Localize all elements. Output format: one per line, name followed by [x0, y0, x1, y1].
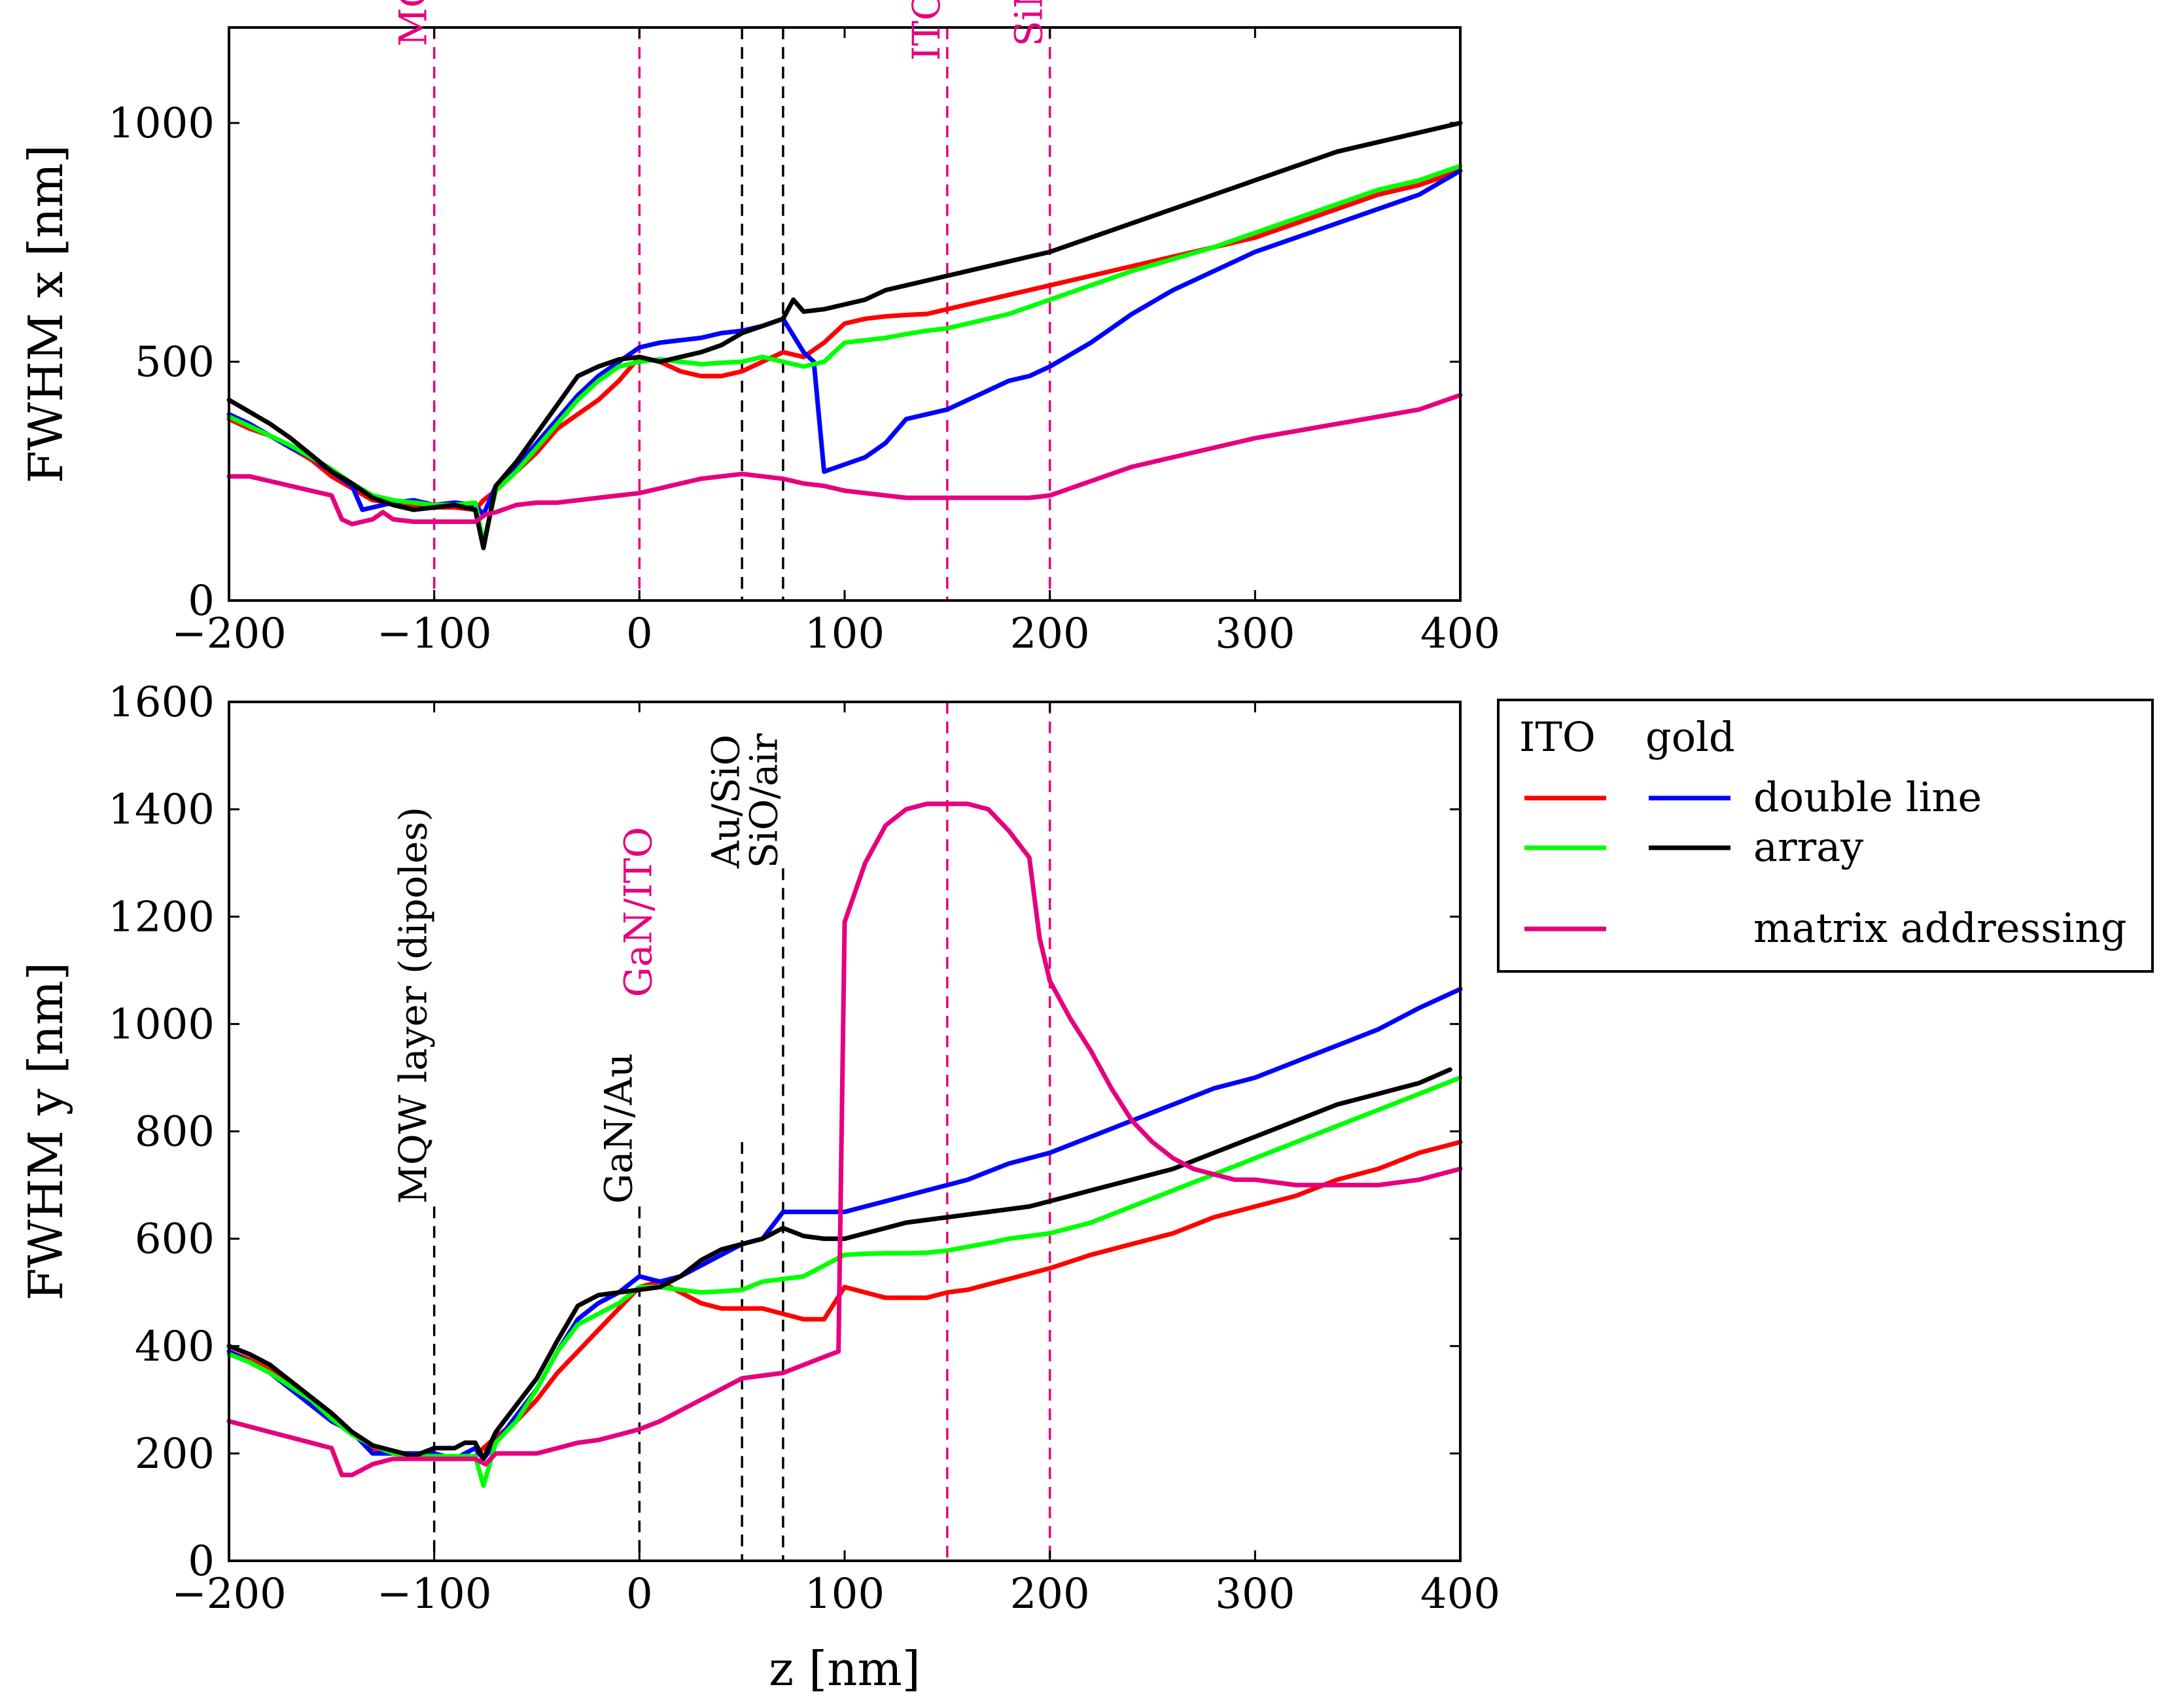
bottom-x-tick-label: 400: [1420, 1570, 1500, 1618]
bottom-x-tick-label: 0: [626, 1570, 653, 1618]
top-x-tick-label: 200: [1010, 610, 1090, 658]
top-y-axis-label: FWHM x [nm]: [18, 145, 73, 483]
bottom-x-tick-label: 300: [1215, 1570, 1295, 1618]
bottom-series-gold-array: [226, 1067, 1452, 1461]
bottom-annotation-1: GaN/Au: [596, 1053, 641, 1204]
legend-label-matrix-addressing: matrix addressing: [1753, 904, 2127, 952]
top-annotation-5: SiN/air: [1007, 0, 1051, 46]
bottom-y-tick-label: 1600: [108, 678, 215, 727]
legend-header-gold: gold: [1645, 713, 1735, 761]
top-annotation-4: ITO/SiN: [904, 0, 949, 61]
bottom-series-group: [226, 801, 1463, 1488]
top-x-tick-label: 100: [805, 610, 885, 658]
bottom-annotation-0: MQW layer (dipoles): [391, 807, 436, 1204]
legend-label-double-line: double line: [1753, 773, 1982, 821]
bottom-y-tick-label: 200: [135, 1430, 215, 1478]
legend-box: [1497, 699, 2154, 973]
legend: ITO gold double line array matrix addres…: [1497, 699, 2154, 973]
top-series-ito-double-line: [226, 168, 1463, 512]
bottom-x-tick-label: −100: [377, 1570, 492, 1618]
top-series-matrix-addressing: [226, 392, 1463, 527]
bottom-y-tick-label: 0: [188, 1537, 215, 1586]
bottom-x-tick-label: 100: [805, 1570, 885, 1618]
bottom-y-axis-label: FWHM y [nm]: [18, 962, 73, 1301]
top-y-tick-label: 0: [188, 577, 215, 625]
bottom-reference-lines: [432, 702, 1051, 1561]
top-series-group: [226, 120, 1463, 551]
bottom-y-tick-label: 1000: [108, 1000, 215, 1049]
top-y-tick-label: 1000: [108, 99, 215, 148]
top-annotation-0: MQW layer (dipoles): [391, 0, 436, 46]
bottom-y-tick-label: 1200: [108, 893, 215, 941]
bottom-series-matrix-addressing: [226, 801, 1463, 1478]
top-ticks: −200 −100 0 100 200 300 400 0 500 1000: [108, 27, 1500, 658]
bottom-x-tick-label: −200: [171, 1570, 287, 1618]
top-series-gold-array: [226, 120, 1463, 551]
bottom-annotation-3: SiO/air: [742, 733, 786, 869]
bottom-y-tick-label: 600: [135, 1215, 215, 1264]
legend-label-array: array: [1753, 823, 1863, 871]
top-y-tick-label: 500: [135, 338, 215, 387]
bottom-x-tick-label: 200: [1010, 1570, 1090, 1618]
top-x-tick-label: 300: [1215, 610, 1295, 658]
bottom-extra-annotation-0: GaN/ITO: [616, 827, 660, 997]
top-x-tick-label: 0: [626, 610, 653, 658]
top-x-tick-label: 400: [1420, 610, 1500, 658]
bottom-y-tick-label: 800: [135, 1108, 215, 1157]
bottom-x-axis-label: z [nm]: [769, 1641, 921, 1696]
top-x-tick-label: −200: [171, 610, 287, 658]
top-x-tick-label: −100: [377, 610, 492, 658]
top-annotations: MQW layer (dipoles) ITO/SiN SiN/air: [391, 0, 1051, 61]
bottom-y-tick-label: 400: [135, 1323, 215, 1371]
bottom-panel: −200 −100 0 100 200 300 400 0 200 400 600 800 1000 12…: [18, 678, 1500, 1696]
legend-header-ito: ITO: [1519, 713, 1596, 761]
bottom-ticks: −200 −100 0 100 200 300 400 0 200 400 600 800 1000 12…: [108, 678, 1500, 1618]
bottom-y-tick-label: 1400: [108, 786, 215, 834]
bottom-annotation-2: Au/SiO: [704, 735, 748, 869]
top-panel: −200 −100 0 100 200 300 400 0 500 1000 MQW layer …: [18, 0, 1500, 658]
top-series-ito-array: [226, 164, 1463, 546]
